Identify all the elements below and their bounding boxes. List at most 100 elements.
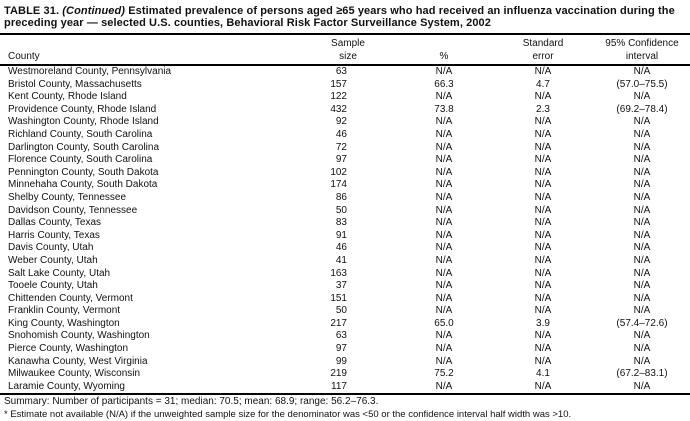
sample-size-cell: 219 bbox=[330, 368, 347, 380]
percent-cell: N/A bbox=[435, 204, 453, 216]
county-cell: King County, Washington bbox=[8, 317, 120, 329]
standard-error-cell: N/A bbox=[534, 179, 552, 191]
table-row: King County, Washington 217 65.0 3.9 (57… bbox=[0, 318, 690, 331]
table-header: Sample Standard 95% Confidence County si… bbox=[0, 34, 690, 65]
percent-cell: N/A bbox=[435, 343, 453, 355]
standard-error-cell: N/A bbox=[534, 128, 552, 140]
county-cell: Snohomish County, Washington bbox=[8, 330, 150, 342]
confidence-interval-cell: N/A bbox=[633, 305, 651, 317]
sample-size-cell: 41 bbox=[335, 254, 347, 266]
county-cell: Bristol County, Massachusetts bbox=[8, 78, 142, 90]
percent-cell: N/A bbox=[435, 254, 453, 266]
standard-error-cell: N/A bbox=[534, 166, 552, 178]
county-cell: Chittenden County, Vermont bbox=[8, 292, 133, 304]
sample-size-cell: 163 bbox=[330, 267, 347, 279]
county-cell: Tooele County, Utah bbox=[8, 280, 98, 292]
confidence-interval-cell: N/A bbox=[633, 128, 651, 140]
sample-size-cell: 99 bbox=[335, 355, 347, 367]
confidence-interval-cell: (67.2–83.1) bbox=[616, 368, 668, 380]
table-row: Kent County, Rhode Island 122 N/A N/A N/… bbox=[0, 91, 690, 104]
standard-error-cell: 2.3 bbox=[536, 103, 550, 115]
confidence-interval-cell: N/A bbox=[633, 280, 651, 292]
standard-error-cell: N/A bbox=[534, 66, 552, 77]
sample-size-cell: 174 bbox=[330, 179, 347, 191]
table-row: Davis County, Utah 46 N/A N/A N/A bbox=[0, 242, 690, 255]
confidence-interval-cell: N/A bbox=[633, 330, 651, 342]
confidence-interval-cell: N/A bbox=[633, 154, 651, 166]
sample-size-cell: 217 bbox=[330, 317, 347, 329]
table-row: Bristol County, Massachusetts 157 66.3 4… bbox=[0, 79, 690, 92]
confidence-interval-cell: N/A bbox=[633, 116, 651, 128]
percent-cell: N/A bbox=[435, 91, 453, 103]
sample-size-cell: 97 bbox=[335, 343, 347, 355]
sample-size-cell: 86 bbox=[335, 191, 347, 203]
table-row: Pierce County, Washington 97 N/A N/A N/A bbox=[0, 343, 690, 356]
confidence-interval-header-line1: 95% Confidence bbox=[605, 37, 679, 49]
table-row: Florence County, South Carolina 97 N/A N… bbox=[0, 154, 690, 167]
confidence-interval-header-line2: interval bbox=[625, 50, 659, 62]
county-cell: Laramie County, Wyoming bbox=[8, 380, 125, 392]
sample-size-cell: 151 bbox=[330, 292, 347, 304]
percent-cell: N/A bbox=[435, 242, 453, 254]
county-cell: Franklin County, Vermont bbox=[8, 305, 121, 317]
confidence-interval-cell: N/A bbox=[633, 292, 651, 304]
sample-size-cell: 50 bbox=[335, 204, 347, 216]
percent-cell: N/A bbox=[435, 128, 453, 140]
prevalence-table: Sample Standard 95% Confidence County si… bbox=[0, 33, 690, 395]
county-cell: Davis County, Utah bbox=[8, 242, 94, 254]
percent-cell: N/A bbox=[435, 116, 453, 128]
table-row: Providence County, Rhode Island 432 73.8… bbox=[0, 104, 690, 117]
confidence-interval-cell: N/A bbox=[633, 380, 651, 392]
percent-cell: N/A bbox=[435, 154, 453, 166]
percent-cell: N/A bbox=[435, 355, 453, 367]
summary-line: Summary: Number of participants = 31; me… bbox=[4, 396, 379, 408]
table-row: Washington County, Rhode Island 92 N/A N… bbox=[0, 116, 690, 129]
county-cell: Kanawha County, West Virginia bbox=[8, 355, 148, 367]
confidence-interval-cell: N/A bbox=[633, 179, 651, 191]
percent-cell: 66.3 bbox=[434, 78, 454, 90]
percent-cell: N/A bbox=[435, 267, 453, 279]
standard-error-cell: N/A bbox=[534, 154, 552, 166]
county-header: County bbox=[8, 50, 40, 62]
county-cell: Providence County, Rhode Island bbox=[8, 103, 157, 115]
table-row: Milwaukee County, Wisconsin 219 75.2 4.1… bbox=[0, 368, 690, 381]
standard-error-cell: N/A bbox=[534, 91, 552, 103]
percent-cell: N/A bbox=[435, 280, 453, 292]
percent-cell: N/A bbox=[435, 217, 453, 229]
percent-cell: N/A bbox=[435, 229, 453, 241]
percent-cell: N/A bbox=[435, 330, 453, 342]
sample-size-cell: 46 bbox=[335, 128, 347, 140]
standard-error-cell: 4.1 bbox=[536, 368, 550, 380]
confidence-interval-cell: (57.0–75.5) bbox=[616, 78, 668, 90]
county-cell: Harris County, Texas bbox=[8, 229, 100, 241]
confidence-interval-cell: N/A bbox=[633, 229, 651, 241]
confidence-interval-cell: N/A bbox=[633, 204, 651, 216]
confidence-interval-cell: (69.2–78.4) bbox=[616, 103, 668, 115]
standard-error-cell: N/A bbox=[534, 242, 552, 254]
table-row: Dallas County, Texas 83 N/A N/A N/A bbox=[0, 217, 690, 230]
standard-error-cell: N/A bbox=[534, 116, 552, 128]
sample-size-cell: 50 bbox=[335, 305, 347, 317]
county-cell: Washington County, Rhode Island bbox=[8, 116, 159, 128]
footnote-line: * Estimate not available (N/A) if the un… bbox=[4, 409, 572, 421]
sample-size-header-line1: Sample bbox=[331, 37, 365, 49]
table-row: Franklin County, Vermont 50 N/A N/A N/A bbox=[0, 305, 690, 318]
standard-error-cell: N/A bbox=[534, 330, 552, 342]
sample-size-cell: 102 bbox=[330, 166, 347, 178]
standard-error-cell: N/A bbox=[534, 380, 552, 392]
sample-size-cell: 157 bbox=[330, 78, 347, 90]
county-cell: Darlington County, South Carolina bbox=[8, 141, 160, 153]
table-row: Kanawha County, West Virginia 99 N/A N/A… bbox=[0, 356, 690, 369]
percent-cell: N/A bbox=[435, 191, 453, 203]
standard-error-cell: N/A bbox=[534, 292, 552, 304]
county-cell: Shelby County, Tennessee bbox=[8, 191, 127, 203]
county-cell: Richland County, South Carolina bbox=[8, 128, 153, 140]
standard-error-cell: N/A bbox=[534, 343, 552, 355]
confidence-interval-cell: N/A bbox=[633, 242, 651, 254]
confidence-interval-cell: N/A bbox=[633, 355, 651, 367]
table-title: TABLE 31. (Continued) Estimated prevalen… bbox=[0, 0, 690, 33]
confidence-interval-cell: (57.4–72.6) bbox=[616, 317, 668, 329]
table-row: Westmoreland County, Pennsylvania 63 N/A… bbox=[0, 65, 690, 79]
table-title-prefix: TABLE 31. bbox=[4, 5, 63, 17]
